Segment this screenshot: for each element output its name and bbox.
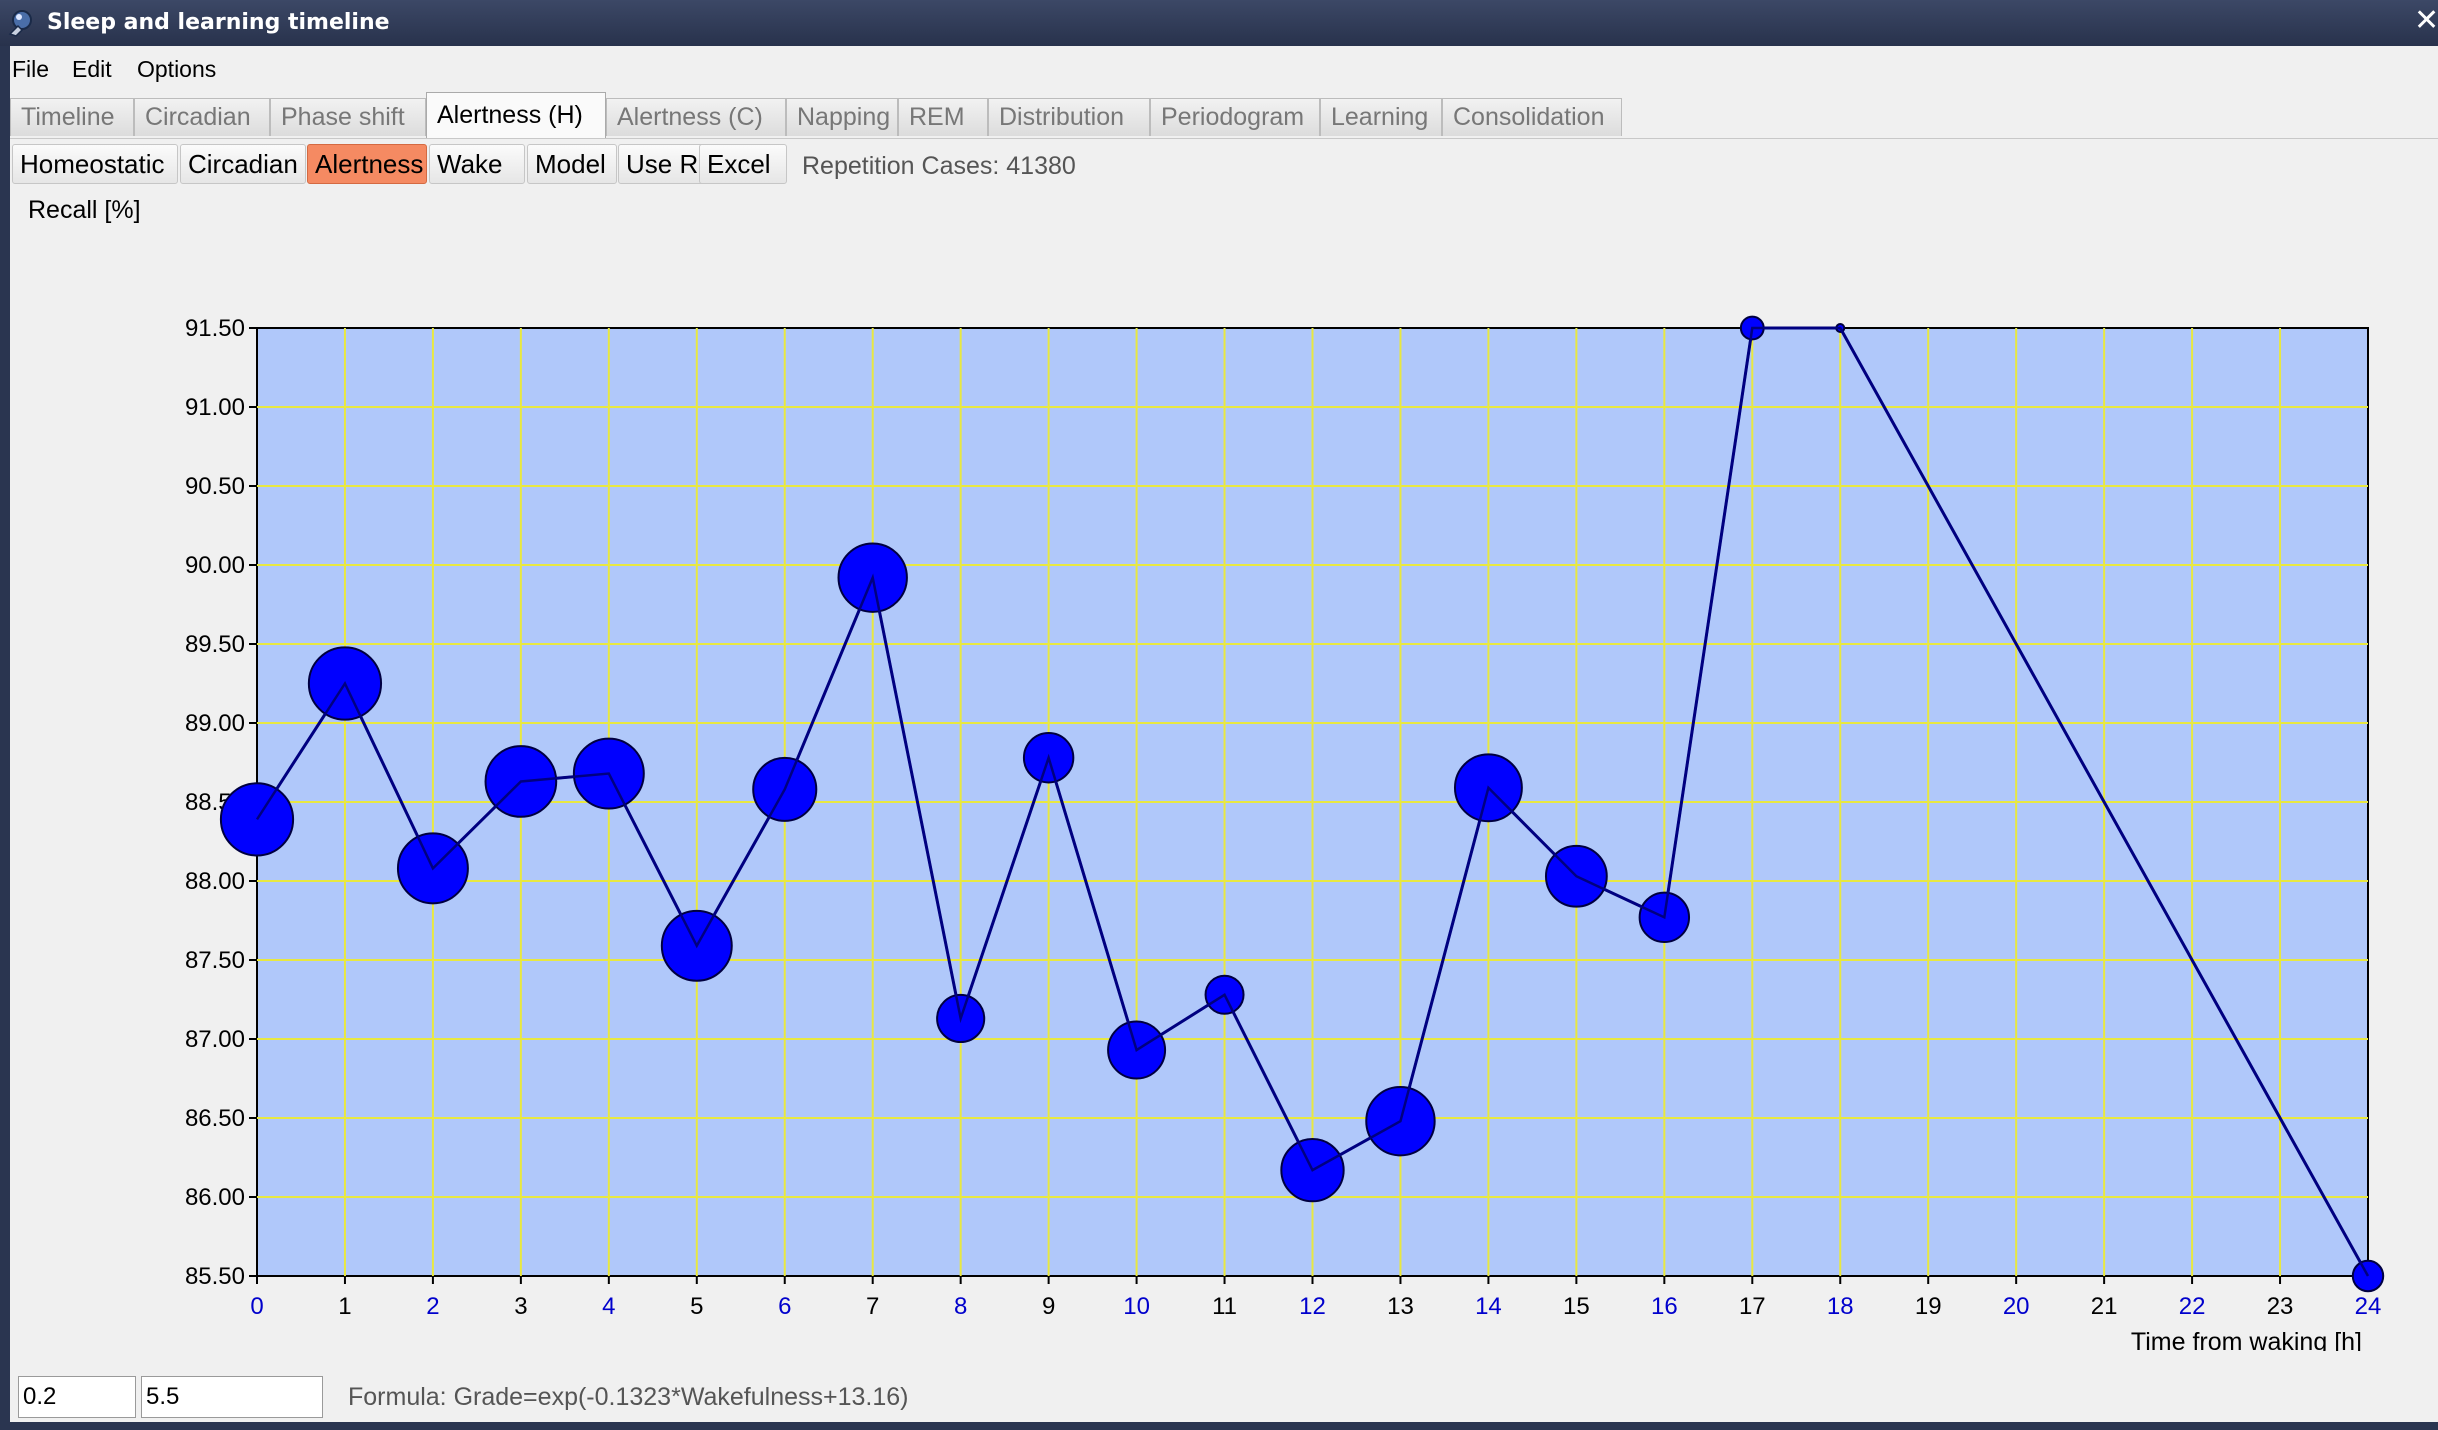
subtab-alertness[interactable]: Alertness [307,144,427,184]
x-tick-label: 13 [1387,1293,1414,1320]
y-tick-label: 87.50 [185,947,245,974]
x-tick-label: 11 [1212,1293,1237,1320]
x-tick-label: 17 [1739,1293,1766,1320]
x-tick-label: 6 [778,1293,791,1320]
x-tick-label: 7 [866,1293,879,1320]
param2-input[interactable] [141,1376,323,1418]
y-tick-label: 90.50 [185,473,245,500]
tab-phase-shift[interactable]: Phase shift [270,98,426,136]
x-tick-label: 16 [1651,1293,1678,1320]
y-tick-label: 91.00 [185,394,245,421]
chart-area: 91.50 91.00 90.50 90.00 89.50 89.00 88.50 88.00… [10,231,2438,1356]
y-tick-labels: 91.5091.0090.5090.0089.5089.0088.5088.00… [185,315,257,1290]
tab-napping[interactable]: Napping [786,98,898,136]
menu-bar: File Edit Options [10,46,2438,88]
repetition-cases: Repetition Cases: 41380 [802,152,1076,180]
window-title: Sleep and learning timeline [47,10,390,35]
tab-alertness-h[interactable]: Alertness (H) [426,92,606,138]
x-tick-label: 23 [2267,1293,2294,1320]
tab-consolidation[interactable]: Consolidation [1442,98,1622,136]
app-icon [8,10,32,37]
menu-edit[interactable]: Edit [72,56,112,82]
subtab-model[interactable]: Model [527,144,617,184]
tab-periodogram[interactable]: Periodogram [1150,98,1320,136]
subtab-circadian[interactable]: Circadian [180,144,306,184]
x-tick-label: 4 [602,1293,615,1320]
subtab-bar: Homeostatic Circadian Alertness Wake Mod… [10,144,2438,186]
x-tick-label: 24 [2355,1293,2382,1320]
y-tick-label: 90.00 [185,552,245,579]
window-titlebar: Sleep and learning timeline ✕ [0,0,2438,46]
subtab-homeostatic[interactable]: Homeostatic [12,144,178,184]
y-tick-label: 86.50 [185,1105,245,1132]
tab-rem[interactable]: REM [898,98,988,136]
x-tick-label: 18 [1827,1293,1854,1320]
x-tick-labels: 0 1 2 3 4 5 6 7 8 9 10 11 12 13 14 15 16 17 18 19 20 21 22 23 24 [250,1276,2381,1320]
subtab-wake[interactable]: Wake [429,144,525,184]
y-tick-label: 88.00 [185,868,245,895]
x-axis-label: Time from waking [h] [2131,1328,2362,1351]
x-tick-label: 20 [2003,1293,2030,1320]
bottom-bar: Formula: Grade=exp(-0.1323*Wakefulness+1… [10,1358,2438,1422]
recall-chart: 91.5091.0090.5090.0089.5089.0088.5088.00… [185,315,2385,1356]
window-bottom-frame [0,1422,2438,1430]
tab-distribution[interactable]: Distribution [988,98,1150,136]
tab-learning[interactable]: Learning [1320,98,1442,136]
y-tick-label: 85.50 [185,1263,245,1290]
x-tick-label: 15 [1563,1293,1590,1320]
y-tick-label: 86.00 [185,1184,245,1211]
x-tick-label: 9 [1042,1293,1055,1320]
y-tick-label: 89.50 [185,631,245,658]
series-line-overlay [255,326,2370,1277]
close-icon[interactable]: ✕ [2414,4,2438,37]
tab-timeline[interactable]: Timeline [10,98,134,136]
subtab-excel[interactable]: Excel [699,144,787,184]
main-window: File Edit Options Timeline Circadian Pha… [10,46,2438,1422]
menu-options[interactable]: Options [137,56,217,82]
formula-text: Formula: Grade=exp(-0.1323*Wakefulness+1… [348,1383,909,1411]
tab-bar: Timeline Circadian Phase shift Alertness… [10,92,2438,139]
data-points [219,315,2385,1293]
subtab-use-r[interactable]: Use R [618,144,708,184]
x-tick-label: 21 [2091,1293,2118,1320]
x-tick-label: 1 [338,1293,351,1320]
tab-alertness-c[interactable]: Alertness (C) [606,98,786,136]
x-tick-label: 0 [250,1293,263,1320]
x-tick-label: 2 [426,1293,439,1320]
menu-file[interactable]: File [12,56,50,82]
x-tick-label: 14 [1475,1293,1502,1320]
x-tick-label: 5 [690,1293,703,1320]
x-tick-label: 10 [1123,1293,1150,1320]
x-tick-label: 3 [514,1293,527,1320]
y-axis-label: Recall [%] [28,196,141,224]
x-tick-label: 19 [1915,1293,1942,1320]
y-tick-label: 91.50 [185,315,245,342]
y-tick-label: 87.00 [185,1026,245,1053]
tab-circadian[interactable]: Circadian [134,98,270,136]
x-tick-label: 8 [954,1293,967,1320]
x-tick-label: 22 [2179,1293,2206,1320]
grid-lines [257,328,2368,1276]
param1-input[interactable] [18,1376,136,1418]
x-tick-label: 12 [1299,1293,1326,1320]
y-tick-label: 89.00 [185,710,245,737]
